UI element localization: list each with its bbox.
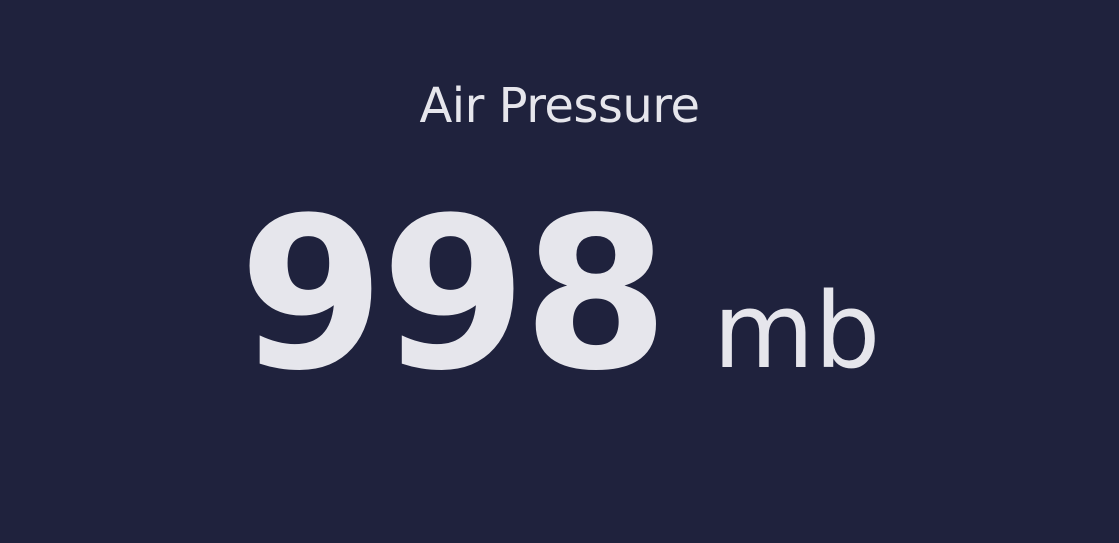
pressure-unit: mb [713,270,881,392]
pressure-value: 998 [238,172,669,417]
pressure-reading: 998 mb [0,180,1119,446]
card-title: Air Pressure [419,78,700,134]
